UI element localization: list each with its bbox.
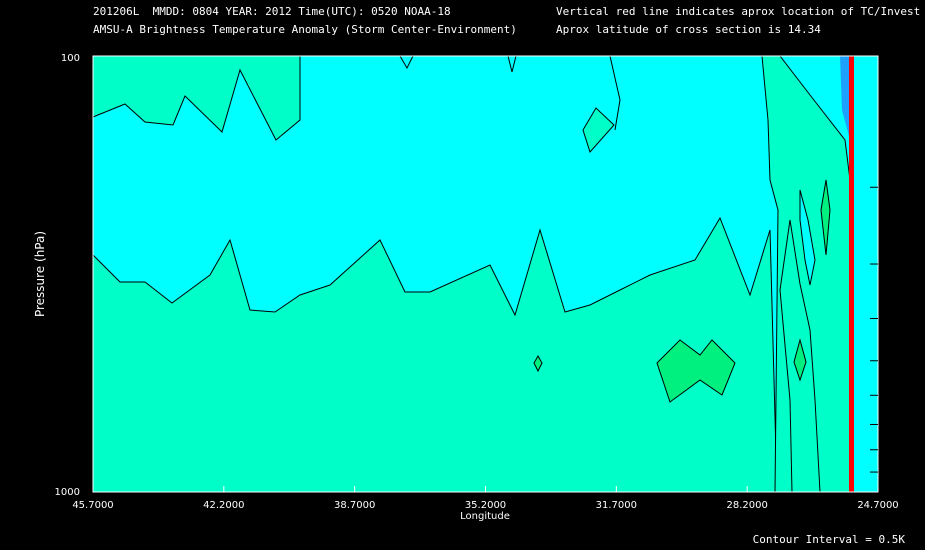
storm-location-line	[849, 56, 854, 492]
x-tick-label: 31.7000	[596, 500, 637, 511]
upper-anomaly-region	[92, 55, 301, 141]
header-line1-right: Vertical red line indicates aprox locati…	[556, 5, 921, 18]
x-tick-label: 24.7000	[857, 500, 898, 511]
storm-diamond-lower	[793, 338, 807, 382]
contour-interval-label: Contour Interval = 0.5K	[752, 533, 905, 546]
x-tick-label: 42.2000	[203, 500, 244, 511]
x-tick-label: 38.7000	[334, 500, 375, 511]
y-tick-label-100: 100	[61, 53, 80, 64]
x-tick-label: 35.2000	[465, 500, 506, 511]
small-diamond-left	[533, 354, 543, 373]
storm-inner-sliver	[799, 189, 816, 286]
x-tick-labels: 45.7000 42.2000 38.7000 35.2000 31.7000 28.20…	[72, 500, 898, 511]
header-line1-left: 201206L MMDD: 0804 YEAR: 2012 Time(UTC):…	[93, 5, 451, 18]
lower-anomaly-region	[92, 216, 778, 493]
x-tick-label: 28.2000	[726, 500, 767, 511]
warm-core-patch	[656, 339, 736, 403]
x-tick-label: 45.7000	[72, 500, 113, 511]
y-tick-label-1000: 1000	[55, 487, 80, 498]
axis-ticks	[92, 186, 879, 492]
contour-line	[779, 219, 821, 493]
header-line2-left: AMSU-A Brightness Temperature Anomaly (S…	[93, 23, 517, 36]
x-axis-label: Longitude	[460, 511, 510, 522]
storm-spike	[820, 179, 831, 256]
upper-right-patch	[582, 107, 615, 153]
header-line2-right: Aprox latitude of cross section is 14.34	[556, 23, 821, 36]
y-axis-label: Pressure (hPa)	[33, 231, 47, 317]
blue-strip	[840, 56, 850, 140]
contour-line	[399, 55, 621, 131]
